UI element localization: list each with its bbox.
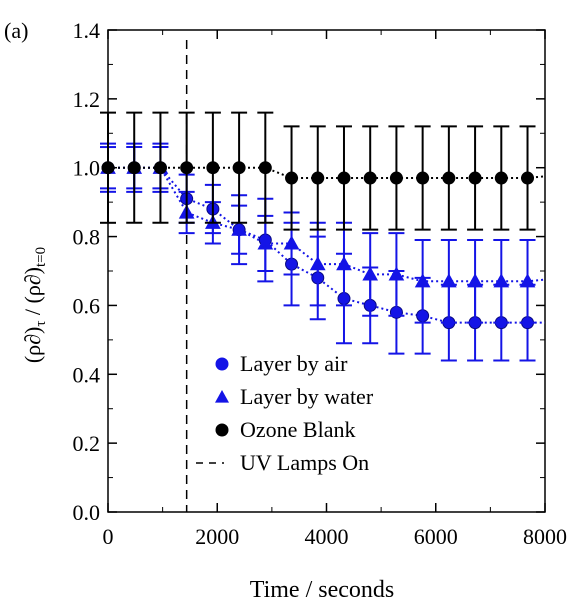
- data-point: [309, 256, 326, 271]
- legend-item: Ozone Blank: [215, 417, 355, 442]
- legend-label: UV Lamps On: [240, 450, 369, 475]
- data-point: [231, 221, 247, 236]
- y-tick-label: 0.2: [73, 431, 101, 456]
- data-point: [493, 273, 510, 288]
- data-point: [442, 171, 456, 185]
- data-point: [388, 266, 405, 281]
- y-tick-label: 1.0: [73, 156, 101, 181]
- legend-marker: [215, 390, 229, 403]
- data-point: [285, 171, 299, 185]
- x-tick-label: 4000: [305, 524, 349, 549]
- y-tick-label: 0.6: [73, 293, 101, 318]
- y-tick-label: 1.4: [73, 18, 101, 43]
- y-axis-label: (ρ∂)τ / (ρ∂)t=0: [20, 247, 49, 363]
- legend-label: Ozone Blank: [240, 417, 355, 442]
- y-tick-label: 0.0: [73, 500, 101, 525]
- plot-series: [100, 111, 546, 362]
- plot-axes: 0.0 0.2 0.4 0.6 0.8 1.0 1.2 1.4 0 2000 4000 6000 800…: [73, 18, 568, 549]
- panel-label: (a): [4, 18, 28, 43]
- data-point: [441, 273, 457, 288]
- data-point: [362, 266, 379, 281]
- legend-item: Layer by air: [215, 351, 348, 376]
- legend-label: Layer by water: [240, 384, 374, 409]
- data-point: [363, 171, 377, 185]
- data-point: [101, 161, 115, 175]
- data-point: [232, 161, 246, 175]
- x-axis-label: Time / seconds: [250, 577, 394, 603]
- x-tick-label: 0: [103, 524, 114, 549]
- data-point: [206, 161, 220, 175]
- data-point: [467, 273, 483, 288]
- data-point: [258, 161, 272, 175]
- data-point: [494, 171, 508, 185]
- legend-marker: [215, 357, 229, 371]
- x-tick-label: 6000: [414, 524, 458, 549]
- x-tick-label: 2000: [195, 524, 239, 549]
- series-fit-line: [108, 166, 546, 283]
- data-point: [336, 256, 352, 271]
- y-label-part1: (ρ∂): [20, 327, 45, 364]
- y-tick-label: 1.2: [73, 87, 101, 112]
- legend-marker: [215, 423, 229, 437]
- x-tick-label: 8000: [523, 524, 567, 549]
- data-point: [127, 161, 141, 175]
- series-fit-line: [108, 166, 545, 324]
- data-point: [468, 171, 482, 185]
- y-label-sub2: t=0: [33, 247, 49, 267]
- data-point: [521, 171, 535, 185]
- data-point: [311, 171, 325, 185]
- data-point: [414, 273, 431, 288]
- data-point: [519, 273, 536, 288]
- legend: Layer by air Layer by water Ozone Blank UV …: [196, 351, 374, 475]
- data-point: [180, 161, 194, 175]
- y-label-sub1: τ: [33, 321, 49, 327]
- data-point: [257, 235, 274, 250]
- y-label-part2: / (ρ∂): [20, 267, 45, 321]
- legend-label: Layer by air: [240, 351, 348, 376]
- legend-item: UV Lamps On: [196, 450, 369, 475]
- series-2: [100, 111, 546, 231]
- data-point: [153, 161, 167, 175]
- y-tick-label: 0.8: [73, 225, 101, 250]
- y-tick-label: 0.4: [73, 362, 101, 387]
- legend-item: Layer by water: [215, 384, 374, 409]
- data-point: [337, 171, 351, 185]
- data-point: [389, 171, 403, 185]
- data-point: [283, 235, 300, 250]
- data-point: [416, 171, 430, 185]
